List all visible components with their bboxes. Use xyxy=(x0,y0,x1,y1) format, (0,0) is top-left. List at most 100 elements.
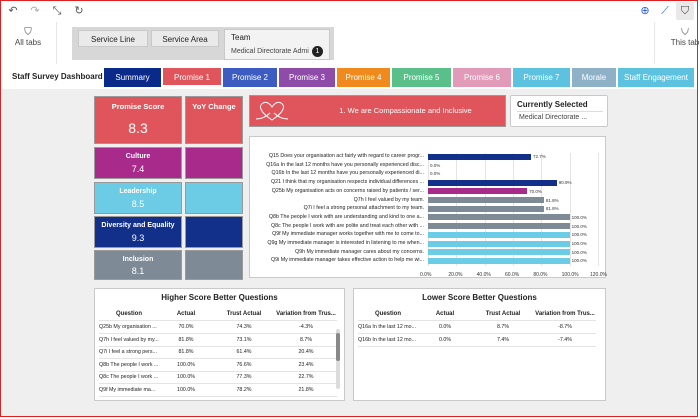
filter-panel-button[interactable]: ⛉ xyxy=(676,2,694,20)
table-row-divider xyxy=(99,358,337,359)
filter-tab-label: Team xyxy=(231,33,251,42)
bar-category-label: Q9h My immediate manager cares about my … xyxy=(295,248,424,255)
table-header[interactable]: Variation from Trus... xyxy=(276,311,336,317)
filter-value: Medical Directorate Admi xyxy=(231,48,309,55)
bar-category-label: Q7i I feel a strong personal attachment … xyxy=(303,205,424,212)
nav-tab-promise-3[interactable]: Promise 3 xyxy=(279,68,335,87)
this-tab-label: This tab xyxy=(670,38,700,47)
table-cell: 81.8% xyxy=(178,349,194,355)
table-cell: 7.4% xyxy=(496,336,510,343)
inclusion-card: Inclusion 8.1 xyxy=(94,250,182,280)
promise-score-card: Promise Score 8.3 xyxy=(94,96,182,144)
table-header[interactable]: Question xyxy=(115,311,142,317)
nav-tab-morale[interactable]: Morale xyxy=(572,68,616,87)
chart-gridline xyxy=(569,153,571,267)
table-header[interactable]: Trust Actual xyxy=(485,311,521,317)
x-tick-label: 120.0% xyxy=(590,272,607,279)
nav-tab-promise-7[interactable]: Promise 7 xyxy=(513,68,570,87)
this-tab-button[interactable]: ⛉ This tab xyxy=(670,28,700,47)
table-cell: 61.4% xyxy=(236,349,252,355)
chart-bar[interactable] xyxy=(428,214,570,221)
x-tick-label: 80.0% xyxy=(533,272,548,279)
nav-tab-promise-4[interactable]: Promise 4 xyxy=(337,68,390,87)
funnel-icon: ⛉ xyxy=(24,27,32,38)
table-header[interactable]: Actual xyxy=(176,311,196,317)
nav-tab-promise-5[interactable]: Promise 5 xyxy=(392,68,451,87)
chart-bar[interactable] xyxy=(428,179,557,186)
table-cell: 77.3% xyxy=(236,374,252,380)
table-scrollbar[interactable] xyxy=(336,329,340,389)
table-row-divider xyxy=(99,395,337,397)
divider xyxy=(358,320,596,321)
divider xyxy=(517,111,603,112)
chart-bar[interactable] xyxy=(428,249,570,256)
chart-bar[interactable] xyxy=(428,257,570,264)
funnel-icon: ⛉ xyxy=(681,28,689,38)
leadership-change-card xyxy=(185,182,243,214)
divider xyxy=(654,22,655,64)
table-cell: Q25b My organisation ... xyxy=(99,324,157,330)
table-cell: -7.4% xyxy=(558,336,572,343)
promise-header-text: 1. We are Compassionate and Inclusive xyxy=(339,106,472,115)
table-cell: Q8c The people I work ... xyxy=(99,374,159,380)
culture-change-card xyxy=(185,147,243,179)
table-header[interactable]: Question xyxy=(374,311,401,317)
table-header[interactable]: Variation from Trus... xyxy=(535,311,595,317)
currently-selected-card: Currently Selected Medical Directorate .… xyxy=(510,95,608,127)
nav-tab-staff-engagement[interactable]: Staff Engagement xyxy=(618,68,694,87)
bar-category-label: Q21 I think that my organisation respect… xyxy=(270,179,424,186)
redo-icon[interactable]: ↷ xyxy=(30,5,40,17)
x-tick-label: 60.0% xyxy=(505,272,520,279)
filter-tab-service-line[interactable]: Service Line xyxy=(78,30,148,47)
diversity-card: Diversity and Equality 9.3 xyxy=(94,216,182,248)
bar-value-label: 100.0% xyxy=(571,214,587,220)
divider xyxy=(56,22,57,64)
chart-bar[interactable] xyxy=(428,223,570,230)
chart-bar[interactable] xyxy=(428,197,544,203)
filter-tab-service-area[interactable]: Service Area xyxy=(151,30,219,47)
card-value: 8.3 xyxy=(128,120,148,136)
table-cell: 8.7% xyxy=(299,336,313,343)
table-cell: 73.1% xyxy=(236,336,252,343)
table-title: Higher Score Better Questions xyxy=(161,293,278,302)
table-cell: -4.3% xyxy=(299,324,313,330)
card-value: 7.4 xyxy=(131,164,145,174)
nav-tab-summary[interactable]: Summary xyxy=(104,68,161,87)
chart-icon[interactable]: ⟋ xyxy=(661,5,669,17)
filter-tab-team[interactable]: Team Medical Directorate Admi 1 xyxy=(224,29,330,60)
table-row-divider xyxy=(358,333,596,334)
chart-gridline xyxy=(598,153,599,267)
refresh-icon[interactable]: ↻ xyxy=(74,5,84,17)
diversity-change-card xyxy=(185,216,243,248)
filter-count-badge: 1 xyxy=(312,46,323,57)
table-cell: 81.8% xyxy=(178,336,194,343)
scrollbar-thumb[interactable] xyxy=(336,333,340,361)
table-cell: 100.0% xyxy=(177,386,195,393)
nav-tab-promise-2[interactable]: Promise 2 xyxy=(223,68,277,87)
undo-icon[interactable]: ↶ xyxy=(8,5,18,17)
higher-score-table: Higher Score Better Questions Question Ac… xyxy=(94,288,345,401)
chart-bar[interactable] xyxy=(428,240,570,247)
currently-selected-title: Currently Selected xyxy=(517,100,588,109)
chart-bar[interactable] xyxy=(428,153,531,160)
table-cell: Q16b In the last 12 mo... xyxy=(358,336,417,343)
all-tabs-button[interactable]: ⛉ All tabs xyxy=(6,27,50,48)
bar-category-label: Q16a In the last 12 months have you pers… xyxy=(266,161,424,168)
card-label: Promise Score xyxy=(111,102,165,111)
filter-tab-label: Service Line xyxy=(90,35,136,44)
x-tick-label: 100.0% xyxy=(561,272,579,279)
collapse-icon[interactable]: ⤡ xyxy=(52,5,62,17)
nav-tab-promise-6[interactable]: Promise 6 xyxy=(453,68,511,87)
table-header[interactable]: Actual xyxy=(435,311,455,317)
chart-bar[interactable] xyxy=(428,188,528,195)
chart-bar[interactable] xyxy=(428,231,570,238)
bar-category-label: Q25b My organisation acts on concerns ra… xyxy=(271,187,424,194)
table-cell: Q7h I feel valued by my... xyxy=(99,336,159,343)
chart-bar[interactable] xyxy=(428,205,544,212)
bar-category-label: Q9g My immediate manager is interested i… xyxy=(267,240,424,246)
table-cell: 8.7% xyxy=(496,324,510,330)
x-tick-label: 40.0% xyxy=(476,272,491,279)
zoom-icon[interactable]: ⊕ xyxy=(640,5,650,17)
nav-tab-promise-1[interactable]: Promise 1 xyxy=(163,68,221,87)
table-header[interactable]: Trust Actual xyxy=(226,311,262,317)
